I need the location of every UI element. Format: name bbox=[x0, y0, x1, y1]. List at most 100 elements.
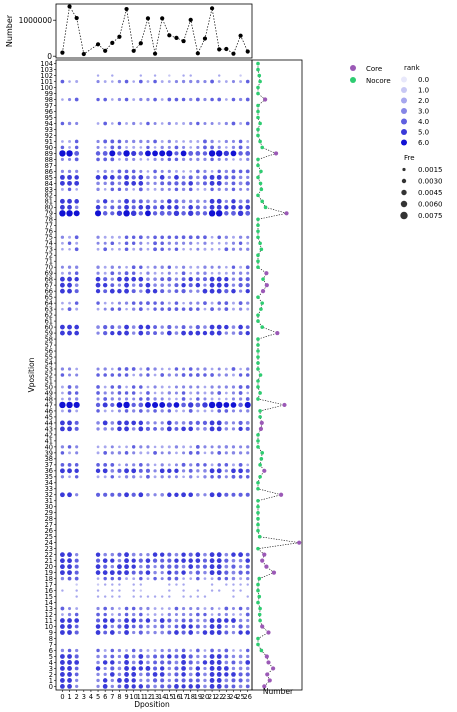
grid-dot bbox=[152, 672, 158, 677]
grid-dot bbox=[67, 121, 72, 126]
grid-dot bbox=[181, 558, 186, 563]
grid-dot bbox=[174, 564, 179, 569]
grid-dot bbox=[68, 607, 72, 611]
core-point bbox=[275, 330, 280, 336]
grid-dot bbox=[138, 211, 144, 216]
grid-dot bbox=[181, 564, 186, 569]
grid-dot bbox=[246, 445, 250, 449]
grid-dot bbox=[60, 265, 64, 269]
grid-dot bbox=[153, 373, 157, 377]
grid-dot bbox=[67, 552, 72, 558]
grid-dot bbox=[110, 80, 114, 83]
grid-dot bbox=[174, 139, 178, 143]
grid-dot bbox=[160, 98, 164, 101]
grid-dot bbox=[195, 420, 200, 426]
grid-dot bbox=[67, 288, 72, 294]
main-y-tick-label: 100 bbox=[40, 84, 53, 92]
grid-dot bbox=[209, 660, 215, 665]
grid-dot bbox=[224, 247, 229, 252]
nocore-point bbox=[259, 187, 264, 192]
grid-dot bbox=[202, 660, 208, 665]
grid-dot bbox=[239, 445, 243, 449]
grid-dot bbox=[75, 678, 79, 683]
grid-dot bbox=[167, 139, 171, 144]
grid-dot bbox=[60, 420, 65, 426]
grid-dot bbox=[231, 421, 236, 425]
grid-dot bbox=[131, 199, 136, 204]
grid-dot bbox=[153, 565, 157, 569]
grid-dot bbox=[216, 564, 222, 570]
grid-dot bbox=[216, 492, 222, 498]
grid-dot bbox=[73, 401, 80, 409]
main-y-tick-label: 33 bbox=[45, 485, 53, 493]
nocore-point bbox=[256, 313, 260, 317]
grid-dot bbox=[224, 331, 229, 335]
grid-dot bbox=[160, 145, 164, 150]
rank-legend-marker bbox=[401, 139, 407, 146]
main-y-tick-label: 44 bbox=[45, 419, 53, 427]
grid-dot bbox=[203, 678, 207, 683]
grid-dot bbox=[181, 612, 186, 617]
nocore-point bbox=[256, 498, 260, 503]
grid-dot bbox=[188, 672, 193, 677]
grid-dot bbox=[195, 678, 200, 683]
grid-dot bbox=[196, 289, 200, 293]
grid-dot bbox=[246, 391, 250, 395]
grid-dot bbox=[117, 612, 122, 617]
grid-dot bbox=[110, 475, 115, 479]
grid-dot bbox=[246, 175, 250, 180]
grid-dot bbox=[123, 210, 130, 217]
grid-dot bbox=[181, 282, 186, 288]
grid-dot bbox=[224, 199, 228, 203]
grid-dot bbox=[203, 187, 207, 191]
main-y-tick-label: 13 bbox=[45, 605, 53, 613]
grid-dot bbox=[96, 122, 100, 125]
fre-legend-marker bbox=[401, 189, 407, 196]
grid-dot bbox=[138, 462, 143, 467]
grid-dot bbox=[224, 492, 229, 497]
grid-dot bbox=[160, 181, 165, 186]
grid-dot bbox=[103, 649, 107, 652]
grid-dot bbox=[160, 445, 164, 449]
grid-dot bbox=[96, 577, 100, 580]
grid-dot bbox=[216, 468, 222, 474]
main-y-tick-label: 95 bbox=[45, 114, 53, 122]
nocore-point bbox=[256, 235, 260, 240]
grid-dot bbox=[231, 277, 236, 281]
grid-dot bbox=[139, 122, 143, 125]
grid-dot bbox=[238, 391, 243, 395]
grid-dot bbox=[117, 624, 122, 629]
main-x-tick-label: 17 bbox=[179, 693, 187, 701]
nocore-point bbox=[256, 157, 260, 162]
grid-dot bbox=[96, 463, 100, 467]
grid-dot bbox=[96, 181, 100, 186]
grid-dot bbox=[188, 654, 193, 659]
grid-dot bbox=[174, 463, 178, 467]
grid-dot bbox=[167, 576, 172, 581]
grid-dot bbox=[174, 301, 179, 305]
grid-dot bbox=[231, 564, 236, 569]
grid-dot bbox=[231, 427, 236, 431]
grid-dot bbox=[175, 271, 178, 275]
grid-dot bbox=[67, 385, 72, 389]
grid-dot bbox=[117, 426, 122, 432]
grid-dot bbox=[139, 397, 143, 401]
grid-dot bbox=[231, 463, 235, 467]
grid-dot bbox=[96, 618, 101, 623]
main-y-axis-label: Vposition bbox=[27, 357, 36, 392]
grid-dot bbox=[231, 283, 236, 287]
grid-dot bbox=[96, 157, 100, 162]
grid-dot bbox=[174, 648, 179, 653]
grid-dot bbox=[189, 463, 193, 467]
grid-dot bbox=[217, 648, 221, 653]
grid-dot bbox=[231, 175, 236, 180]
grid-dot bbox=[117, 97, 122, 102]
top-point bbox=[174, 35, 179, 40]
grid-dot bbox=[167, 612, 172, 617]
grid-dot bbox=[203, 385, 207, 389]
grid-dot bbox=[110, 199, 114, 203]
grid-dot bbox=[117, 672, 122, 677]
grid-dot bbox=[238, 307, 243, 311]
grid-dot bbox=[153, 427, 157, 431]
grid-dot bbox=[117, 492, 122, 497]
